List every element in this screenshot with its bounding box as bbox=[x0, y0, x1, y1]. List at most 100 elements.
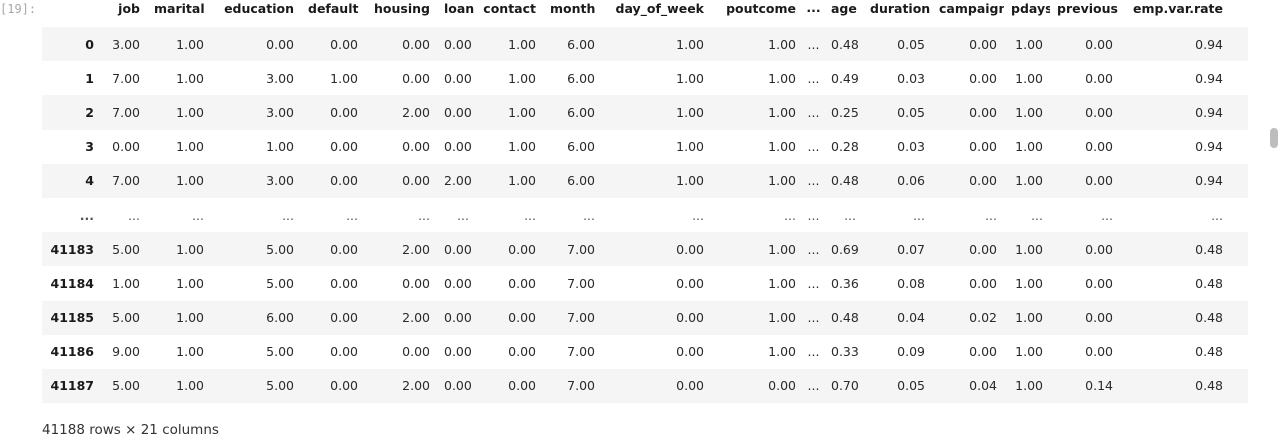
table-cell: 0.00 bbox=[444, 36, 472, 52]
table-cell: 0.00 bbox=[330, 173, 358, 189]
table-cell: 1.00 bbox=[1015, 378, 1043, 394]
table-cell: 0.94 bbox=[1195, 70, 1223, 86]
table-cell: 0.05 bbox=[897, 36, 925, 52]
table-cell: 2.00 bbox=[402, 378, 430, 394]
table-cell: 1.00 bbox=[330, 70, 358, 86]
table-cell: 0.00 bbox=[508, 378, 536, 394]
table-cell: 7.00 bbox=[567, 310, 595, 326]
table-cell: 0.00 bbox=[676, 275, 704, 291]
table-cell: 7.00 bbox=[567, 241, 595, 257]
table-cell: 0.48 bbox=[831, 36, 859, 52]
table-row: 41186 9.00 1.00 5.00 0.00 0.00 0.00 0.00 7.00 0.0… bbox=[42, 335, 1248, 369]
table-cell: 1.00 bbox=[768, 139, 796, 155]
table-cell: 1.00 bbox=[676, 173, 704, 189]
table-row: 41184 1.00 1.00 5.00 0.00 0.00 0.00 0.00 7.00 0.0… bbox=[42, 266, 1248, 300]
vertical-scrollbar-thumb[interactable] bbox=[1270, 128, 1278, 148]
table-cell: 0.05 bbox=[897, 378, 925, 394]
table-cell: 1.00 bbox=[768, 310, 796, 326]
dataframe-output[interactable]: job marital education default housing loan con… bbox=[42, 0, 1249, 404]
row-index: ... bbox=[79, 207, 94, 223]
table-cell: 0.00 bbox=[969, 36, 997, 52]
column-header: day_of_week bbox=[615, 1, 705, 16]
table-cell: 0.48 bbox=[1195, 241, 1223, 257]
table-cell: 0.00 bbox=[330, 344, 358, 360]
index-header bbox=[42, 0, 100, 27]
table-cell: 0.48 bbox=[831, 310, 859, 326]
table-cell: ... bbox=[913, 207, 925, 223]
row-index: 41185 bbox=[50, 310, 95, 326]
table-cell: 0.00 bbox=[266, 36, 294, 52]
table-cell: 0.00 bbox=[444, 275, 472, 291]
table-cell: 3.00 bbox=[266, 70, 294, 86]
column-header: c bbox=[1230, 0, 1249, 27]
table-cell: 2.00 bbox=[402, 104, 430, 120]
row-index: 41187 bbox=[50, 378, 95, 394]
row-index: 41186 bbox=[50, 344, 95, 360]
table-cell: 1.00 bbox=[1015, 344, 1043, 360]
column-header: emp.var.rate bbox=[1133, 1, 1223, 16]
table-cell: 0.00 bbox=[676, 344, 704, 360]
table-cell: 1.00 bbox=[508, 173, 536, 189]
column-header: contact bbox=[483, 1, 536, 16]
row-index: 41183 bbox=[50, 241, 95, 257]
table-cell: 0.94 bbox=[1195, 36, 1223, 52]
dataframe-table: job marital education default housing loan con… bbox=[42, 0, 1249, 404]
table-cell: 1.00 bbox=[508, 104, 536, 120]
table-row: 41185 5.00 1.00 6.00 0.00 2.00 0.00 0.00 7.00 0.0… bbox=[42, 300, 1248, 335]
table-cell: ... bbox=[282, 207, 294, 223]
column-header: poutcome bbox=[726, 1, 796, 16]
table-cell: 1.00 bbox=[676, 70, 704, 86]
table-cell: 0.00 bbox=[444, 310, 472, 326]
table-cell: 0.00 bbox=[508, 275, 536, 291]
table-cell: 0.00 bbox=[444, 344, 472, 360]
ellipsis-cell: ... bbox=[807, 310, 820, 326]
table-cell: 7.00 bbox=[112, 70, 140, 86]
dataframe-shape-label: 41188 rows × 21 columns bbox=[42, 422, 219, 438]
table-cell: 1.00 bbox=[176, 344, 204, 360]
table-cell: 5.00 bbox=[112, 378, 140, 394]
table-body: 0 3.00 1.00 0.00 0.00 0.00 0.00 1.00 6.00 1.00 1.0… bbox=[42, 27, 1248, 404]
table-cell: 1.00 bbox=[676, 104, 704, 120]
table-cell: 0.00 bbox=[1085, 104, 1113, 120]
table-cell: 0.00 bbox=[402, 70, 430, 86]
table-cell: 0.48 bbox=[1195, 310, 1223, 326]
table-cell: 0.94 bbox=[1195, 139, 1223, 155]
table-cell: 1.00 bbox=[768, 275, 796, 291]
table-cell: ... bbox=[1031, 207, 1043, 223]
table-cell: 6.00 bbox=[567, 173, 595, 189]
table-cell bbox=[1230, 27, 1248, 61]
ellipsis-cell: ... bbox=[807, 378, 820, 394]
table-cell: 9.00 bbox=[112, 344, 140, 360]
table-cell bbox=[1230, 266, 1248, 300]
ellipsis-cell: ... bbox=[807, 104, 820, 120]
column-header: marital bbox=[154, 1, 205, 16]
table-cell: 0.07 bbox=[897, 241, 925, 257]
table-cell: 0.00 bbox=[969, 104, 997, 120]
table-cell: 0.00 bbox=[676, 241, 704, 257]
table-cell: 0.00 bbox=[330, 139, 358, 155]
table-cell bbox=[1230, 232, 1248, 266]
table-cell: 5.00 bbox=[266, 344, 294, 360]
table-cell: 0.00 bbox=[969, 241, 997, 257]
table-cell: 0.03 bbox=[897, 139, 925, 155]
table-cell: 0.00 bbox=[402, 36, 430, 52]
table-cell: 0.04 bbox=[897, 310, 925, 326]
table-cell: 0.00 bbox=[969, 275, 997, 291]
table-cell: 0.00 bbox=[330, 275, 358, 291]
table-cell: 6.00 bbox=[567, 36, 595, 52]
table-cell: 1.00 bbox=[176, 104, 204, 120]
table-row-ellipsis: ........................................… bbox=[42, 198, 1248, 232]
table-cell: 0.48 bbox=[1195, 378, 1223, 394]
table-cell: ... bbox=[192, 207, 204, 223]
table-cell: 0.00 bbox=[1085, 173, 1113, 189]
table-cell: 1.00 bbox=[1015, 104, 1043, 120]
table-cell: ... bbox=[128, 207, 140, 223]
table-cell: ... bbox=[583, 207, 595, 223]
table-cell: 5.00 bbox=[112, 310, 140, 326]
table-cell: 1.00 bbox=[768, 104, 796, 120]
table-cell: 7.00 bbox=[567, 275, 595, 291]
table-cell: 2.00 bbox=[402, 310, 430, 326]
table-cell: 7.00 bbox=[567, 378, 595, 394]
table-cell: 1.00 bbox=[1015, 70, 1043, 86]
table-cell: 0.00 bbox=[444, 104, 472, 120]
